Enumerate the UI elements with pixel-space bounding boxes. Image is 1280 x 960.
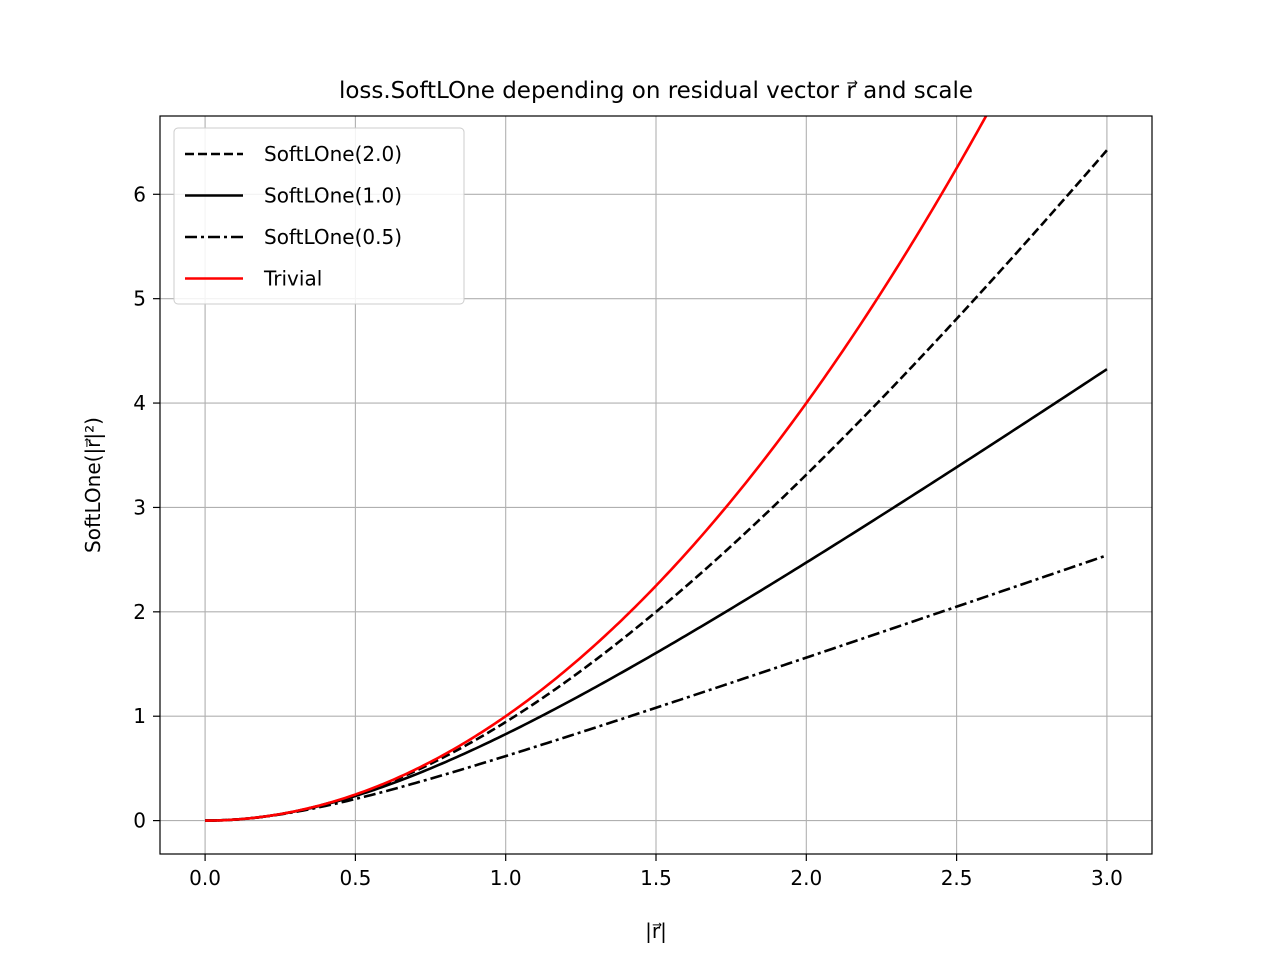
y-tick-label: 4: [133, 391, 146, 415]
x-tick-label: 1.0: [490, 866, 522, 890]
series-line-1: [205, 149, 1108, 822]
x-tick-label: 3.0: [1091, 866, 1123, 890]
series-line-3: [205, 554, 1108, 822]
ticks: 0.0 0.5 1.0 1.5 2.0 2.5 3.0 0 1 2 3 4 5 6: [133, 182, 1123, 890]
x-axis-label: |r⃗|: [645, 919, 667, 943]
x-tick-label: 2.0: [790, 866, 822, 890]
legend-label: Trivial: [263, 267, 322, 291]
legend-items: SoftLOne(2.0) SoftLOne(1.0) SoftLOne(0.5) T…: [185, 142, 402, 291]
legend-label: SoftLOne(2.0): [264, 142, 402, 166]
x-tick-label: 0.0: [189, 866, 221, 890]
series-layer: [205, 116, 1108, 822]
chart-title: loss.SoftLOne depending on residual vect…: [339, 78, 973, 104]
legend-label: SoftLOne(1.0): [264, 184, 402, 208]
legend-label: SoftLOne(0.5): [264, 225, 402, 249]
legend: SoftLOne(2.0) SoftLOne(1.0) SoftLOne(0.5) T…: [173, 127, 465, 305]
y-tick-label: 3: [133, 495, 146, 519]
x-tick-label: 1.5: [640, 866, 672, 890]
y-tick-label: 2: [133, 600, 146, 624]
series-line-4: [205, 116, 988, 822]
series-line-2: [205, 368, 1108, 822]
y-tick-label: 1: [133, 704, 146, 728]
y-tick-label: 0: [133, 809, 146, 833]
x-tick-label: 0.5: [339, 866, 371, 890]
legend-box: [173, 127, 465, 305]
y-tick-label: 6: [133, 182, 146, 206]
x-tick-label: 2.5: [941, 866, 973, 890]
y-axis-label: SoftLOne(|r⃗|²): [81, 417, 105, 553]
y-tick-label: 5: [133, 287, 146, 311]
